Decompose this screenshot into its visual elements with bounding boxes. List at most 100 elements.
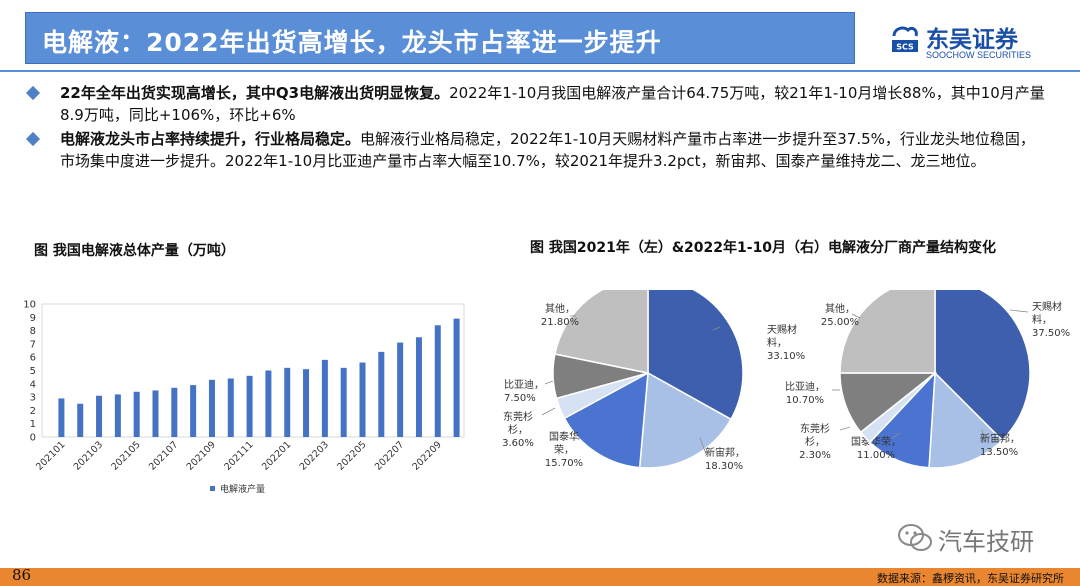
y-tick-label: 9 (30, 313, 36, 324)
bar (152, 390, 159, 437)
y-tick-label: 4 (30, 379, 36, 390)
leader-line (839, 426, 851, 431)
bar (208, 379, 215, 437)
bar (96, 395, 103, 437)
title-bar: 电解液：2022年出货高增长，龙头市占率进一步提升 (25, 12, 855, 64)
page-number: 86 (12, 566, 32, 584)
pie-slice (868, 370, 936, 469)
header-divider (0, 70, 1080, 72)
bar (359, 362, 366, 437)
leader-line (699, 437, 707, 455)
logo-mark-text: SCS (896, 43, 914, 52)
bar (227, 378, 234, 437)
x-tick-label: 202105 (109, 439, 142, 472)
x-tick-label: 202205 (335, 439, 368, 472)
slice-label: 天赐材料， 33.10% (767, 323, 805, 362)
slice-label: 东莞杉杉， 3.60% (502, 410, 534, 449)
y-tick-label: 3 (30, 393, 36, 404)
bar (114, 394, 121, 437)
slice-label: 国泰华荣， 11.00% (851, 435, 901, 461)
plot-frame (41, 303, 465, 438)
bar (434, 325, 441, 437)
bar (190, 385, 197, 437)
chart2-title: 图 我国2021年（左）&2022年1-10月（右）电解液分厂商产量结构变化 (530, 240, 997, 256)
leader-line (981, 429, 985, 439)
slice-label: 其他， 21.80% (541, 302, 579, 328)
x-tick-label: 202109 (185, 439, 218, 472)
x-tick-label: 202107 (147, 439, 180, 472)
bar (171, 387, 178, 437)
x-tick-label: 202111 (222, 439, 255, 472)
leader-line (1009, 309, 1029, 313)
logo-cn-text: 东吴证券 (926, 27, 1018, 53)
bar (303, 369, 310, 437)
x-tick-label: 202203 (298, 439, 331, 472)
bullet-2-text: 电解液行业格局稳定，2022年1-10月天赐材料产量市占率进一步提升至37.5%… (60, 130, 1035, 170)
bar (58, 398, 65, 437)
x-tick-label: 202201 (260, 439, 293, 472)
bullet-2-bold: 电解液龙头市占率持续提升，行业格局稳定。 (60, 130, 361, 148)
bar (397, 342, 404, 437)
y-tick-label: 2 (30, 406, 36, 417)
footer-bar (0, 568, 1080, 586)
slice-label: 新宙邦， 18.30% (705, 446, 745, 470)
bullet-2: 电解液龙头市占率持续提升，行业格局稳定。电解液行业格局稳定，2022年1-10月… (25, 128, 1048, 172)
legend-swatch (210, 486, 215, 491)
pie-slice (839, 290, 936, 374)
chart1-title: 图 我国电解液总体产量（万吨） (34, 243, 235, 259)
leader-line (712, 326, 721, 331)
x-tick-label: 202103 (72, 439, 105, 472)
diamond-bullet-icon (25, 131, 41, 147)
x-tick-label: 202101 (34, 439, 67, 472)
bar (415, 337, 422, 437)
leader-line (541, 407, 556, 416)
slice-label: 国泰华荣， 15.70% (545, 430, 583, 469)
bar (340, 367, 347, 437)
bar (246, 375, 253, 437)
company-logo: SCS 东吴证券 SOOCHOW SECURITIES (890, 22, 1050, 64)
pie-slice (647, 290, 744, 421)
y-tick-label: 1 (30, 419, 36, 430)
watermark-text: 汽车技研 (938, 528, 1034, 556)
bar (378, 351, 385, 437)
slice-label: 比亚迪， 10.70% (785, 381, 825, 406)
slice-label: 新宙邦， 13.50% (980, 432, 1020, 458)
bar (284, 367, 291, 437)
bar (321, 359, 328, 437)
bullet-1: 22年全年出货实现高增长，其中Q3电解液出货明显恢复。2022年1-10月我国电… (25, 82, 1048, 126)
pie-slice (928, 371, 1004, 469)
pie-slice (554, 290, 649, 374)
bar (133, 391, 140, 437)
slice-label: 东莞杉杉， 2.30% (799, 422, 831, 461)
source-note: 数据来源：鑫椤资讯，东吴证券研究所 (877, 572, 1064, 585)
bar (77, 403, 84, 437)
scs-logo-icon: SCS (892, 26, 918, 52)
slice-label: 其他， 25.00% (821, 302, 859, 328)
y-tick-label: 0 (30, 433, 36, 444)
pie-slice (563, 371, 649, 469)
bar (265, 370, 272, 437)
diamond-bullet-icon (25, 85, 41, 101)
leader-line (544, 380, 554, 385)
leader-line (891, 432, 901, 439)
legend-label: 电解液产量 (220, 483, 265, 495)
page-title: 电解液：2022年出货高增长，龙头市占率进一步提升 (42, 28, 662, 57)
wechat-icon (898, 524, 932, 551)
leader-line (851, 313, 861, 319)
x-tick-label: 202207 (373, 439, 406, 472)
manufacturer-pie-charts: 天赐材料， 33.10% 新宙邦， 18.30% 国泰华荣， 15.70% 东莞杉杉， 3.6… (502, 290, 1070, 470)
x-tick-label: 202209 (410, 439, 443, 472)
y-tick-label: 8 (30, 326, 36, 337)
pie-slice (638, 371, 732, 469)
y-tick-label: 10 (23, 300, 36, 311)
watermark: 汽车技研 (896, 522, 1034, 556)
bullet-1-bold: 22年全年出货实现高增长，其中Q3电解液出货明显恢复。 (60, 84, 450, 102)
y-tick-label: 5 (30, 366, 36, 377)
y-tick-label: 7 (30, 339, 36, 350)
bullet-1-text: 2022年1-10月我国电解液产量合计64.75万吨，较21年1-10月增长88… (60, 84, 1045, 124)
y-tick-label: 6 (30, 353, 36, 364)
logo-en-text: SOOCHOW SECURITIES (926, 50, 1032, 60)
slice-label: 比亚迪， 7.50% (504, 379, 544, 404)
pie-slice (934, 290, 1031, 442)
